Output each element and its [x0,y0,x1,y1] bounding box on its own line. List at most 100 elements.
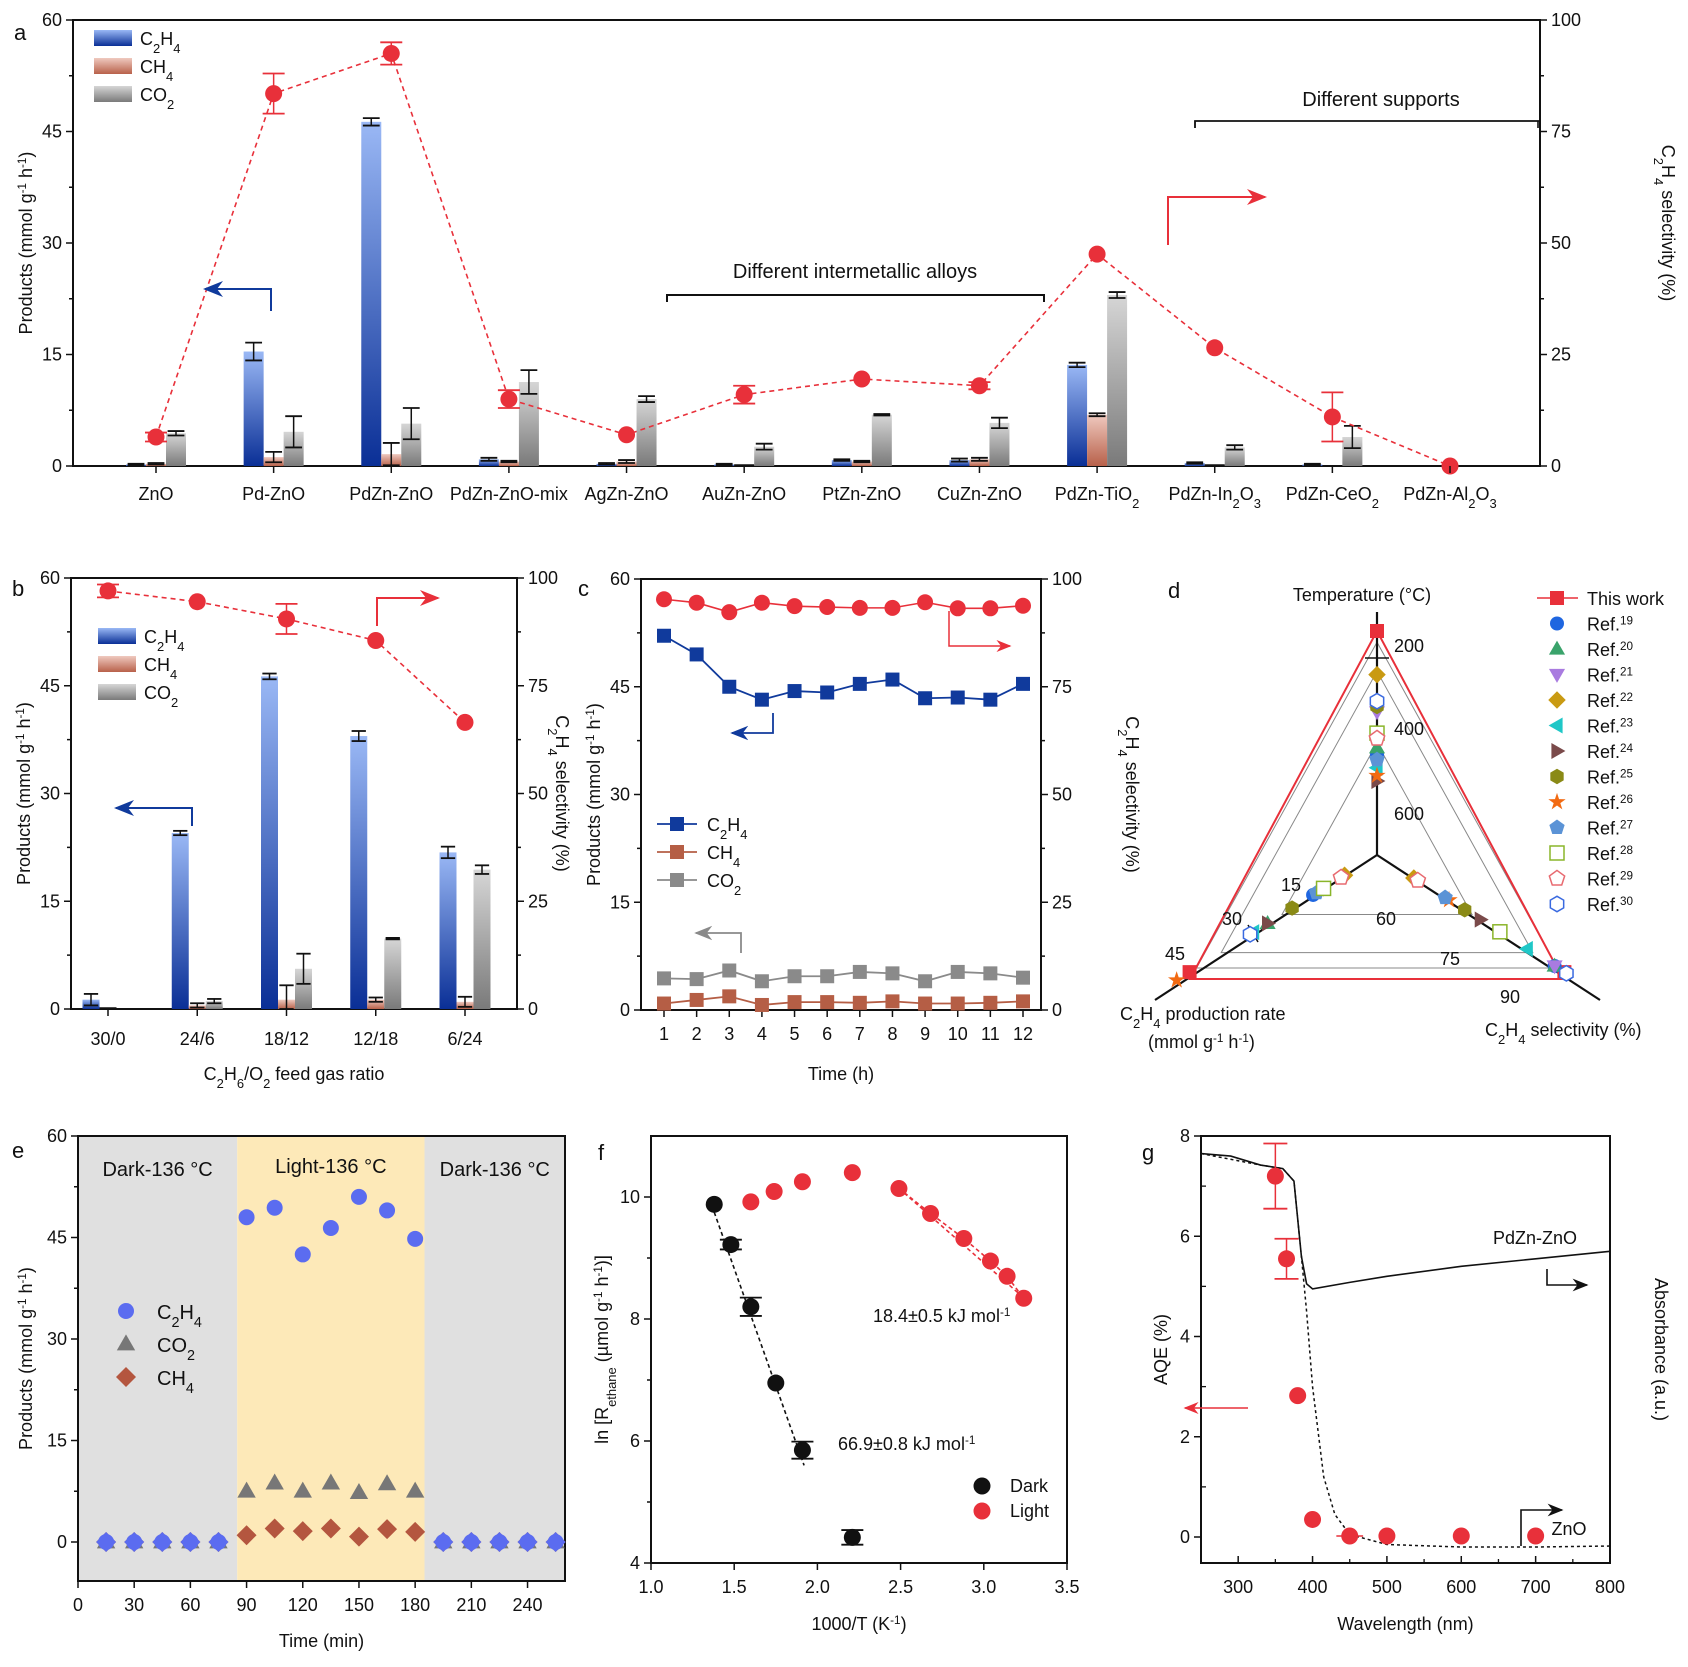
point-ch4 [852,995,867,1010]
axis-label-production-rate-units-part: -1 [1238,1032,1248,1045]
annotation-dark-ea-part: -1 [965,1434,975,1447]
point-c2h4 [950,690,965,705]
line-ch4 [663,995,1024,1006]
selectivity-point [1088,245,1106,263]
x-tick-label: 24/6 [180,1029,215,1049]
y2-axis-label-part: C [552,715,572,728]
bar-co2 [871,414,892,466]
legend-label-24-part: Ref. [1587,742,1620,762]
region-band [424,1136,565,1581]
legend-swatch-ch4 [98,656,136,672]
point-light [843,1164,861,1182]
legend-label-c2h4-part: 2 [171,1315,179,1331]
point-co2 [787,969,802,984]
legend-label-22-part: Ref. [1587,691,1620,711]
grid-triangle [1281,741,1473,915]
selectivity-point [786,598,803,615]
legend-marker-dark [973,1477,991,1495]
legend-label-20-part: Ref. [1587,640,1620,660]
x-tick-label: 180 [400,1595,430,1615]
x-tick-label: 3 [724,1024,734,1044]
legend-swatch-co2 [98,684,136,700]
x-tick-label-part: AgZn-ZnO [585,484,669,504]
axis-label-production-rate-part: H [1140,1004,1153,1024]
y-axis-label-part: h [16,1283,36,1298]
legend-label-19: Ref.19 [1587,614,1633,635]
selectivity-point [982,600,999,617]
x-tick-label-part: 2 [1233,496,1240,511]
aqe-point [1266,1167,1284,1185]
x-tick-label-part: 2 [1468,496,1475,511]
fit-line-dark [713,1211,805,1466]
legend-label-21-part: 21 [1620,665,1633,678]
x-tick-label: 1 [659,1024,669,1044]
y-tick-label: 0 [528,999,538,1019]
point-co2 [820,969,835,984]
bar-co2 [754,446,775,466]
selectivity-point [382,44,400,62]
y-axis-label-part: -1 [16,158,29,168]
axis-tick-label: 45 [1165,944,1185,964]
region-band [78,1136,238,1581]
legend-label-29-part: Ref. [1587,870,1620,890]
y-axis-label-part: -1 [584,734,597,744]
legend-label-22: Ref.22 [1587,691,1633,712]
bar-ch4 [1087,414,1108,466]
ref-point-20 [1368,739,1386,754]
y-tick-label: 60 [42,10,62,30]
x-axis-label-part: C [204,1064,217,1084]
plot-frame [77,1135,566,1582]
selectivity-point [688,594,705,611]
y2-axis-label: C2H4 selectivity (%) [1116,716,1143,872]
y-axis-label-part: h [592,1276,612,1291]
aqe-point [1278,1250,1296,1268]
x-tick-label: 9 [920,1024,930,1044]
x-tick-label: PdZn-In2O3 [1168,484,1260,511]
legend-marker-co2 [116,1334,136,1351]
ref-point-25 [1458,902,1472,918]
y-tick-label: 0 [1551,456,1561,476]
y-axis-label-part: ) [16,1267,36,1273]
ref-point-30 [1558,964,1574,982]
x-axis-label-part: /O [244,1064,263,1084]
point-ch4 [348,1526,369,1547]
selectivity-point [656,591,672,608]
right-axis-arrow [948,611,1012,652]
label-pdzn-zno: PdZn-ZnO [1493,1228,1577,1248]
axis-label-production-rate-part: 4 [1153,1016,1160,1031]
legend-label-20: Ref.20 [1587,640,1634,661]
axis-label-production-rate-units-part: -1 [1213,1032,1223,1045]
point-ch4 [722,989,737,1004]
y2-axis-label-part: C [1658,145,1678,158]
x-tick-label-part: PdZn-CeO [1286,484,1372,504]
y-tick-label: 0 [52,456,62,476]
legend-label-co2-part: CO [157,1335,187,1357]
bar-c2h4 [439,852,457,1009]
x-tick-label: AuZn-ZnO [702,484,786,504]
aqe-point [1527,1527,1545,1545]
y-tick-label: 100 [1551,10,1581,30]
point-c2h4-dark [124,1532,145,1552]
selectivity-line [155,52,1451,467]
x-tick-label: 120 [288,1595,318,1615]
bar-c2h4 [171,833,189,1009]
annotation-alloys: Different intermetallic alloys [733,261,977,283]
point-co2 [983,966,998,981]
y-tick-label: 45 [610,677,630,697]
bar-c2h4 [261,676,278,1009]
point-ch4 [292,1521,313,1542]
point-light [890,1179,908,1197]
ref-point-28 [1492,924,1508,940]
point-co2 [657,971,671,986]
right-axis-arrow-pdzn [1546,1269,1589,1292]
legend-label-28-part: 28 [1620,844,1633,857]
legend-label-co2-part: 2 [734,883,741,898]
y-tick-label: 15 [40,891,60,911]
ref-point-27 [1437,889,1453,905]
x-tick-label-part: PdZn-TiO [1055,484,1132,504]
point-ch4 [1016,994,1030,1009]
left-axis-arrow [114,800,193,826]
x-tick-label: 700 [1521,1577,1551,1597]
selectivity-point [188,593,206,611]
